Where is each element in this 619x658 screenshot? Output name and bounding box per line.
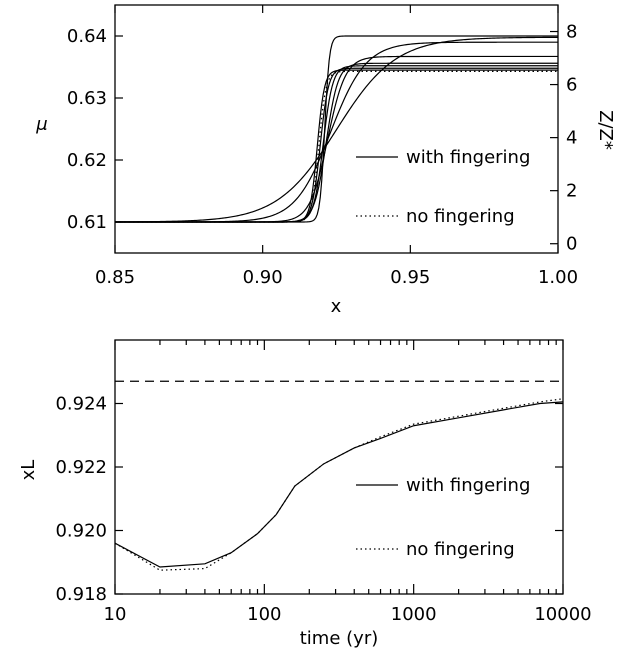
- top-x-tick-label: 0.85: [95, 267, 135, 288]
- top-y-tick-label: 0.64: [67, 26, 107, 47]
- bottom-y-axis-label: xL: [18, 460, 39, 481]
- bottom-y-ticks: 0.918 0.920 0.922 0.924: [55, 394, 563, 605]
- top-y2-axis-label: Z/Z*: [595, 110, 616, 150]
- bottom-y-tick-label: 0.920: [55, 521, 107, 542]
- bottom-legend: with fingering no fingering: [356, 475, 530, 560]
- bottom-y-tick-label: 0.922: [55, 457, 107, 478]
- bottom-curves: [114, 398, 564, 571]
- bottom-x-tick-label: 100: [247, 604, 281, 625]
- bottom-panel: 10 100 1000 10000 0.918 0.920 0.922 0.924 time…: [18, 339, 592, 649]
- bottom-x-tick-label: 10: [104, 604, 127, 625]
- top-y2-tick-label: 6: [566, 75, 577, 96]
- top-curve-solid: [115, 65, 558, 223]
- top-y-axis-label: μ: [35, 114, 47, 135]
- top-panel: 0.85 0.90 0.95 1.00 0.610.620.630.64 02468 …: [35, 4, 616, 317]
- top-legend-solid-label: with fingering: [406, 147, 530, 168]
- top-y2-tick-label: 4: [566, 128, 577, 149]
- top-x-tick-label: 1.00: [538, 267, 578, 288]
- top-y2-tick-label: 8: [566, 22, 577, 43]
- top-y2-tick-label: 2: [566, 181, 577, 202]
- top-x-axis-label: x: [331, 296, 342, 317]
- top-y-tick-label: 0.61: [67, 212, 107, 233]
- bottom-x-tick-label: 10000: [534, 604, 591, 625]
- bottom-curve-dotted: [114, 398, 564, 571]
- top-curve-solid: [115, 55, 558, 223]
- top-x-ticks: 0.85 0.90 0.95 1.00: [95, 5, 578, 288]
- top-y2-tick-label: 0: [566, 234, 577, 255]
- bottom-x-axis-label: time (yr): [300, 628, 379, 649]
- top-x-tick-label: 0.95: [390, 267, 430, 288]
- bottom-y-tick-label: 0.918: [55, 584, 107, 605]
- bottom-x-ticks: 10 100 1000 10000: [104, 340, 592, 625]
- top-curve-solid: [115, 41, 558, 223]
- bottom-y-tick-label: 0.924: [55, 394, 107, 415]
- top-legend: with fingering no fingering: [356, 147, 530, 227]
- bottom-x-tick-label: 1000: [391, 604, 437, 625]
- bottom-legend-dotted-label: no fingering: [406, 539, 515, 560]
- top-curve-solid: [115, 62, 558, 223]
- top-y-tick-label: 0.63: [67, 88, 107, 109]
- top-curve-dotted: [115, 70, 558, 223]
- top-y-tick-label: 0.62: [67, 150, 107, 171]
- bottom-y-axis-label-text: xL: [18, 460, 39, 481]
- top-y2-ticks: 0 2 4 6 8: [550, 22, 577, 255]
- top-curves: [114, 35, 559, 223]
- top-plot-frame: [114, 4, 559, 254]
- top-x-tick-label: 0.90: [243, 267, 283, 288]
- top-curve-solid: [114, 36, 559, 223]
- bottom-legend-solid-label: with fingering: [406, 475, 530, 496]
- top-curve-solid: [115, 67, 558, 223]
- top-y-ticks: 0.61 0.62 0.63 0.64: [67, 26, 123, 233]
- top-legend-dotted-label: no fingering: [406, 206, 515, 227]
